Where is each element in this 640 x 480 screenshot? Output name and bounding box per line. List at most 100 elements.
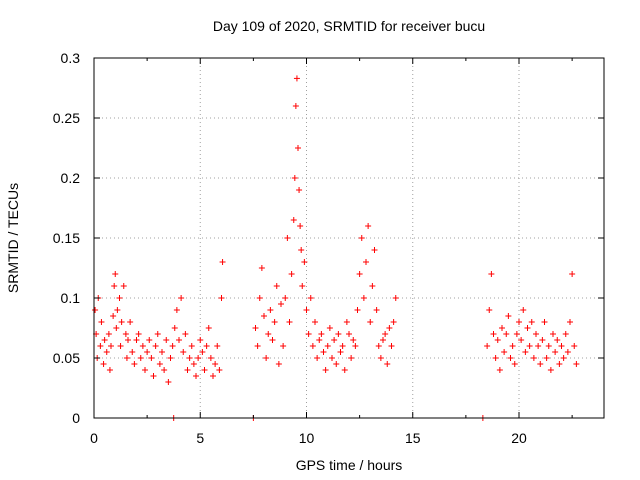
- data-point: [219, 259, 226, 265]
- data-point: [256, 295, 263, 301]
- data-point: [333, 361, 340, 367]
- x-tick-label: 20: [511, 430, 527, 446]
- data-point: [303, 307, 310, 313]
- data-point: [159, 349, 165, 355]
- data-point: [273, 283, 280, 289]
- data-point: [286, 319, 293, 325]
- data-point: [178, 295, 185, 301]
- data-point: [292, 103, 299, 109]
- data-point: [350, 337, 357, 343]
- data-point: [494, 337, 501, 343]
- data-point: [503, 331, 510, 337]
- data-point: [271, 319, 278, 325]
- x-tick-label: 15: [405, 430, 421, 446]
- data-point: [324, 343, 331, 349]
- data-point: [298, 247, 305, 253]
- data-point: [562, 331, 569, 337]
- data-point: [571, 343, 578, 349]
- data-point: [199, 349, 206, 355]
- y-tick-label: 0.05: [53, 350, 80, 366]
- data-point: [543, 355, 550, 361]
- data-point: [296, 187, 303, 193]
- data-point: [265, 331, 272, 337]
- data-point: [129, 349, 136, 355]
- data-point: [522, 349, 529, 355]
- data-point: [552, 349, 559, 355]
- data-point: [360, 295, 367, 301]
- data-point: [290, 217, 297, 223]
- data-point: [197, 337, 204, 343]
- y-tick-label: 0.1: [61, 290, 81, 306]
- data-point: [297, 223, 304, 229]
- data-point: [384, 361, 391, 367]
- data-point: [176, 337, 182, 343]
- data-point: [182, 331, 189, 337]
- data-point: [122, 331, 129, 337]
- data-point: [547, 367, 554, 373]
- data-point: [205, 325, 212, 331]
- data-point: [301, 259, 308, 265]
- data-point: [275, 361, 282, 367]
- data-point: [501, 349, 508, 355]
- data-point: [569, 271, 576, 277]
- data-point: [496, 367, 503, 373]
- data-point: [335, 331, 342, 337]
- data-point: [530, 355, 537, 361]
- data-point: [161, 367, 168, 373]
- data-point: [293, 75, 300, 82]
- data-point: [131, 361, 138, 367]
- data-point: [97, 343, 104, 349]
- data-point: [112, 271, 119, 277]
- data-point: [526, 343, 533, 349]
- data-point: [505, 313, 512, 319]
- y-tick-label: 0.25: [53, 110, 80, 126]
- data-point: [98, 319, 105, 325]
- axes: 0 5 10 15 20 0 0.05 0.1 0.15 0.2 0.25 0.3: [53, 50, 605, 446]
- data-point: [573, 361, 580, 367]
- data-point: [541, 319, 548, 325]
- data-point: [146, 337, 153, 343]
- data-point: [203, 343, 210, 349]
- data-point: [316, 337, 323, 343]
- data-point: [309, 343, 316, 349]
- data-point: [108, 343, 114, 349]
- data-point: [513, 331, 520, 337]
- data-point: [329, 355, 335, 361]
- data-point: [261, 313, 267, 319]
- data-point: [113, 325, 120, 331]
- data-point: [116, 295, 123, 301]
- data-point: [216, 367, 223, 373]
- data-point: [299, 283, 306, 289]
- data-point: [120, 283, 127, 289]
- data-point: [169, 343, 176, 349]
- data-point: [218, 295, 225, 301]
- data-point: [180, 349, 187, 355]
- data-point: [188, 343, 195, 349]
- data-point: [516, 319, 522, 325]
- data-point: [212, 361, 219, 367]
- data-point: [135, 331, 142, 337]
- data-point: [524, 325, 531, 331]
- data-point: [148, 355, 155, 361]
- data-point: [492, 355, 499, 361]
- data-point: [392, 295, 399, 301]
- data-point: [173, 307, 180, 313]
- data-point: [207, 355, 214, 361]
- data-point: [554, 337, 561, 343]
- data-point: [382, 331, 389, 337]
- y-tick-label: 0.3: [61, 50, 81, 66]
- y-tick-label: 0: [72, 410, 80, 426]
- data-point: [352, 343, 359, 349]
- x-tick-label: 10: [299, 430, 315, 446]
- data-point: [105, 331, 112, 337]
- data-point: [564, 349, 571, 355]
- data-point: [269, 337, 276, 343]
- data-point: [337, 349, 344, 355]
- data-point: [388, 343, 395, 349]
- data-point: [133, 337, 140, 343]
- data-point: [305, 331, 312, 337]
- data-point: [560, 355, 567, 361]
- data-point: [258, 265, 265, 271]
- data-point: [291, 175, 298, 181]
